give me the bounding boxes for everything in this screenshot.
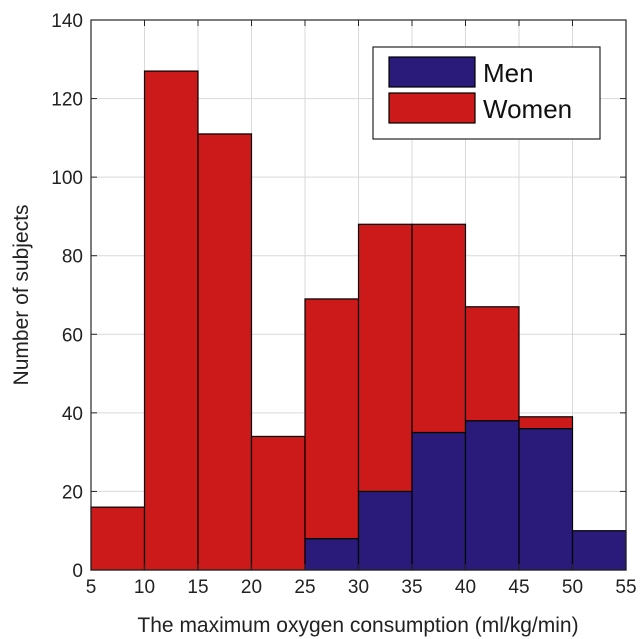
y-tick-label-100: 100	[51, 168, 83, 189]
bar-men-30-35	[357, 490, 413, 571]
bar-men-35-40	[411, 431, 467, 571]
y-tick-label-20: 20	[62, 482, 83, 503]
x-tick-label-40: 40	[455, 577, 476, 598]
bar-women-35-40	[411, 223, 467, 434]
y-axis-label: Number of subjects	[10, 205, 33, 386]
x-tick-label-35: 35	[401, 577, 422, 598]
bar-women-20-25	[250, 435, 306, 571]
y-axis-ticks: 0 20 40 60 80 100 120 140	[51, 11, 626, 582]
y-tick-label-60: 60	[62, 325, 83, 346]
y-tick-label-0: 0	[72, 561, 83, 582]
x-tick-label-50: 50	[562, 577, 583, 598]
bar-women-15-20	[197, 133, 253, 571]
x-tick-label-20: 20	[241, 577, 262, 598]
x-axis-ticks: 5 10 15 20 25 30 35 40 45 50 55	[86, 20, 637, 598]
bar-women-25-30	[304, 298, 360, 540]
x-tick-label-45: 45	[508, 577, 529, 598]
legend-swatch-men	[388, 56, 476, 88]
x-axis-label: The maximum oxygen consumption (ml/kg/mi…	[137, 614, 578, 637]
legend-swatch-women	[388, 92, 476, 124]
y-tick-label-140: 140	[51, 11, 83, 32]
x-tick-label-15: 15	[187, 577, 208, 598]
bar-women-30-35	[357, 223, 413, 493]
bar-men-40-45	[464, 420, 520, 571]
legend-label-men: Men	[483, 58, 534, 88]
x-tick-label-5: 5	[86, 577, 97, 598]
bar-women-5-10	[90, 506, 146, 571]
x-tick-label-55: 55	[615, 577, 636, 598]
bar-men-25-30	[304, 537, 360, 571]
y-tick-label-40: 40	[62, 404, 83, 425]
y-tick-label-80: 80	[62, 247, 83, 268]
y-tick-label-120: 120	[51, 90, 83, 111]
x-tick-label-30: 30	[348, 577, 369, 598]
bar-women-40-45	[464, 306, 520, 422]
legend: Men Women	[372, 46, 601, 140]
bar-women-10-15	[143, 70, 199, 571]
bars	[90, 70, 627, 571]
x-tick-label-25: 25	[294, 577, 315, 598]
x-tick-label-10: 10	[134, 577, 155, 598]
bar-women-45-50	[518, 416, 574, 430]
bar-men-50-55	[571, 530, 627, 571]
legend-label-women: Women	[483, 94, 572, 124]
bar-men-45-50	[518, 427, 574, 571]
